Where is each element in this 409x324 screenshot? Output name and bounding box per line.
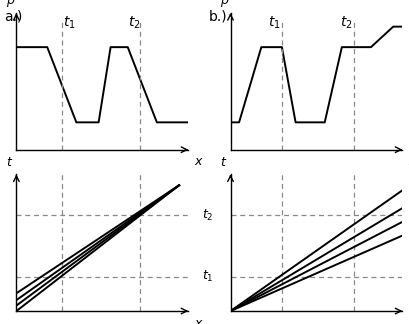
Text: t: t xyxy=(6,156,11,169)
Text: p: p xyxy=(6,0,14,7)
Text: $\mathit{t_2}$: $\mathit{t_2}$ xyxy=(339,15,352,31)
Text: x: x xyxy=(408,155,409,168)
Text: b.): b.) xyxy=(209,10,227,24)
Text: x: x xyxy=(408,317,409,324)
Text: x: x xyxy=(194,155,201,168)
Text: $\mathit{t_1}$: $\mathit{t_1}$ xyxy=(63,15,75,31)
Text: x: x xyxy=(194,317,201,324)
Text: $\mathit{t_1}$: $\mathit{t_1}$ xyxy=(201,269,213,284)
Text: $\mathit{t_2}$: $\mathit{t_2}$ xyxy=(128,15,140,31)
Text: $\mathit{t_1}$: $\mathit{t_1}$ xyxy=(267,15,280,31)
Text: t: t xyxy=(220,156,225,169)
Text: p: p xyxy=(220,0,227,7)
Text: $\mathit{t_2}$: $\mathit{t_2}$ xyxy=(201,208,213,223)
Text: a.): a.) xyxy=(4,10,22,24)
